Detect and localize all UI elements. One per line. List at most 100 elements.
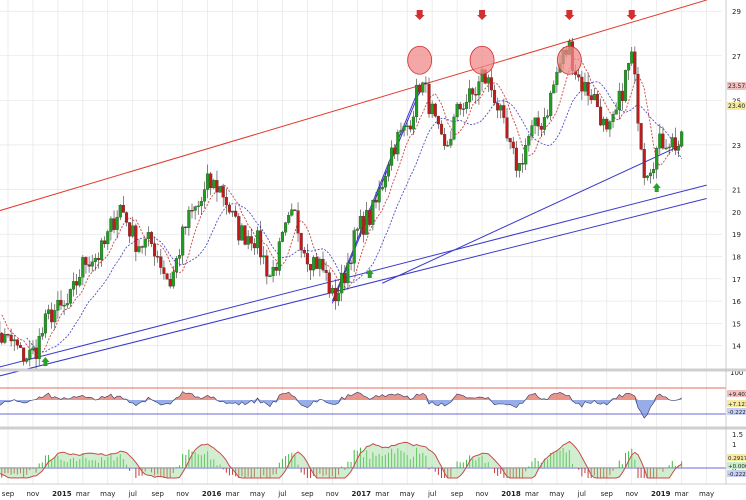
candle-body <box>368 210 372 225</box>
candle-body <box>312 257 316 271</box>
candle-body <box>592 94 596 101</box>
candle <box>252 238 256 255</box>
candle <box>31 340 35 355</box>
x-tick-label: sep <box>151 490 164 498</box>
candle-body <box>34 347 38 359</box>
candle <box>84 256 88 274</box>
candle-body <box>623 70 628 102</box>
candle <box>496 97 500 118</box>
candle-body <box>446 145 450 147</box>
candle <box>90 254 94 272</box>
candle <box>112 210 116 234</box>
candle <box>124 211 129 227</box>
candle <box>230 210 235 217</box>
candle-body <box>652 169 656 174</box>
candle <box>368 207 372 227</box>
candle-body <box>121 204 125 213</box>
y-tick-label: 25 <box>732 97 741 105</box>
candle <box>608 120 612 137</box>
candle-body <box>124 212 129 223</box>
candle <box>262 246 266 265</box>
candle-body <box>371 199 375 225</box>
candle-body <box>324 269 328 273</box>
signal-markers <box>41 10 661 366</box>
candle <box>337 286 341 307</box>
candle <box>255 226 260 255</box>
candle-body <box>639 123 643 150</box>
x-tick-label: nov <box>625 490 638 498</box>
osc-value-box <box>727 408 746 415</box>
candle-body <box>486 77 490 84</box>
candle-body <box>617 90 621 111</box>
candle <box>6 333 10 338</box>
top-marker-circle <box>407 45 433 75</box>
candle <box>449 130 453 149</box>
candle <box>614 102 618 115</box>
candle <box>592 87 596 101</box>
candle-body <box>583 82 587 92</box>
candle-body <box>611 114 615 122</box>
candle <box>511 136 515 155</box>
candle <box>633 46 637 83</box>
candle <box>330 285 334 296</box>
candle-body <box>405 125 409 128</box>
candle-body <box>196 205 200 208</box>
candle-body <box>212 180 216 189</box>
y-tick-label: 17 <box>732 276 741 284</box>
x-tick-label: nov <box>176 490 189 498</box>
candle-body <box>227 204 231 213</box>
candle-body <box>536 117 540 127</box>
candle <box>162 260 166 280</box>
x-tick-label: jul <box>577 490 586 498</box>
osc-value-box <box>727 400 746 407</box>
candle <box>299 232 303 258</box>
candle <box>271 259 275 283</box>
candle <box>71 272 76 297</box>
candle-body <box>230 210 235 213</box>
candle <box>418 83 422 95</box>
candle <box>202 181 207 209</box>
candle <box>514 141 518 178</box>
candle <box>199 196 203 215</box>
candle <box>499 103 503 119</box>
candle-body <box>190 210 194 212</box>
candle-body <box>305 253 309 265</box>
candle <box>305 244 309 273</box>
candle <box>402 123 406 137</box>
candle <box>620 83 624 111</box>
green-up-arrow <box>41 357 50 366</box>
candle <box>524 138 528 170</box>
macd-tick-label: 1.5 <box>732 431 743 439</box>
candle-body <box>396 131 400 155</box>
price-label: 23.40 <box>728 103 745 110</box>
candle-body <box>552 84 556 94</box>
top-marker-circle <box>469 45 495 75</box>
candle <box>206 164 210 199</box>
candle-body <box>577 74 581 78</box>
candle <box>361 211 366 243</box>
osc-value-label: -0.222 <box>728 410 746 416</box>
candle <box>312 255 316 277</box>
candle-body <box>452 116 456 140</box>
candle <box>137 239 141 254</box>
candle-body <box>418 84 422 93</box>
candle-body <box>174 258 178 273</box>
candle <box>218 185 222 193</box>
candle-body <box>43 313 47 334</box>
candle-body <box>18 345 23 348</box>
candle-body <box>112 218 116 230</box>
candle-body <box>505 117 509 139</box>
candle-body <box>499 105 503 111</box>
candle-body <box>224 197 228 206</box>
candle-body <box>595 94 599 108</box>
candle-body <box>614 109 618 115</box>
candle <box>177 248 182 267</box>
red-down-arrow <box>477 10 488 20</box>
candle <box>642 142 646 186</box>
candle-body <box>302 249 306 254</box>
candle-body <box>415 84 419 118</box>
candle-body <box>100 240 104 261</box>
candle-body <box>386 165 391 177</box>
x-tick-label: sep <box>301 490 314 498</box>
candle <box>103 236 107 248</box>
